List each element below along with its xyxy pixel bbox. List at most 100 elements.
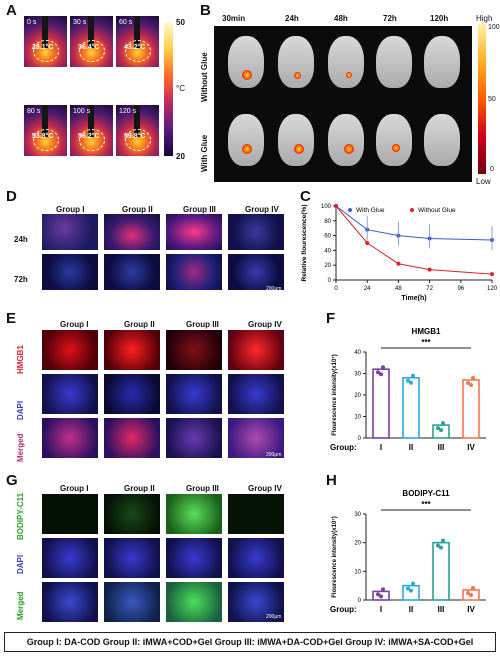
- thermal-image: 30 s 36.4°C: [70, 16, 113, 67]
- group-axis-label: Group:: [330, 605, 357, 614]
- data-point: [436, 426, 440, 431]
- temp-label: 36.4°C: [78, 44, 100, 51]
- micrograph: [104, 418, 160, 458]
- group-header: Group IV: [248, 484, 282, 493]
- thermal-image: 120 s 59.8°C: [116, 105, 159, 156]
- group-header: Group I: [56, 205, 85, 214]
- time-label: 100 s: [73, 108, 91, 115]
- data-point: [409, 588, 413, 593]
- group-header: Group IV: [248, 320, 282, 329]
- micrograph: [104, 494, 160, 534]
- x-tick-label: 48: [395, 286, 402, 292]
- y-tick-label: 30: [354, 512, 361, 518]
- group-header: Group II: [124, 484, 155, 493]
- row-label-bodipy: BODIPY-C11: [16, 492, 25, 540]
- y-tick-label: 30: [354, 372, 361, 378]
- legend-marker: [410, 208, 414, 212]
- x-tick-label: 120: [487, 286, 498, 292]
- micrograph: [228, 582, 284, 622]
- bar: [432, 424, 450, 439]
- row-label-hmgb1: HMGB1: [16, 345, 25, 374]
- scalebar: 200μm: [266, 286, 282, 292]
- colorbar-high: High: [476, 14, 493, 23]
- category-label: II: [409, 605, 413, 614]
- mouse-image: [416, 108, 468, 168]
- data-point: [406, 586, 410, 591]
- micrograph: [104, 374, 160, 414]
- y-tick-label: 40: [354, 350, 361, 356]
- colorbar-tick: 0: [490, 166, 494, 173]
- data-point: [396, 261, 401, 266]
- bar: [402, 376, 420, 439]
- y-tick-label: 10: [354, 415, 361, 421]
- row-label: 72h: [14, 275, 28, 284]
- time-header: 30min: [222, 14, 246, 23]
- significance-marker: ***: [421, 500, 431, 509]
- temperature-colorbar: [164, 22, 173, 156]
- category-label: III: [438, 605, 445, 614]
- data-point: [466, 590, 470, 595]
- y-tick-label: 20: [354, 393, 361, 399]
- data-point: [436, 543, 440, 548]
- x-tick-label: 24: [364, 286, 371, 292]
- row-label-dapi: DAPI: [16, 400, 25, 420]
- micrograph: [104, 330, 160, 370]
- data-point: [411, 373, 415, 378]
- colorbar-min: 20: [176, 152, 185, 161]
- y-axis-label: Relative flourescence(%): [301, 205, 308, 282]
- panel-label-b: B: [200, 2, 211, 19]
- data-point: [471, 585, 475, 590]
- micrograph: [42, 494, 98, 534]
- data-point: [466, 380, 470, 385]
- micrograph: [166, 418, 222, 458]
- mouse-image: [368, 30, 420, 90]
- x-tick-label: 72: [426, 286, 433, 292]
- category-label: III: [438, 443, 445, 452]
- micrograph: [166, 582, 222, 622]
- panel-label-a: A: [6, 2, 17, 19]
- chart-title: HMGB1: [412, 327, 441, 336]
- micrograph: [42, 330, 98, 370]
- data-point: [441, 421, 445, 426]
- x-axis-label: Time(h): [401, 295, 426, 302]
- data-point: [376, 370, 380, 375]
- micrograph: [42, 582, 98, 622]
- data-point: [381, 365, 385, 370]
- colorbar-unit: °C: [176, 84, 185, 93]
- time-label: 30 s: [73, 19, 87, 26]
- micrograph: [166, 538, 222, 578]
- bar: [432, 541, 450, 601]
- panel-c-chart: 0 20 40 60 80 100 0 24 48 72 96 120 Time(h) Relative …: [301, 204, 498, 302]
- group-header: Group III: [183, 205, 216, 214]
- mouse-image: [320, 30, 372, 90]
- data-point: [441, 538, 445, 543]
- data-point: [376, 592, 380, 597]
- data-point: [469, 382, 473, 387]
- time-header: 120h: [430, 14, 449, 23]
- row-label: 24h: [14, 235, 28, 244]
- group-header: Group II: [124, 320, 155, 329]
- x-tick-label: 96: [457, 286, 464, 292]
- panel-label-g: G: [6, 472, 18, 489]
- data-point: [490, 272, 494, 277]
- mouse-image: [320, 108, 372, 168]
- mouse-image: [368, 108, 420, 168]
- group-header: Group II: [122, 205, 153, 214]
- y-tick-label: 0: [358, 598, 362, 604]
- significance-marker: ***: [421, 338, 431, 347]
- row-label-merged: Merged: [16, 591, 25, 620]
- bar: [462, 379, 480, 439]
- category-label: IV: [467, 605, 475, 614]
- time-header: 72h: [383, 14, 397, 23]
- temp-label: 53.8°C: [32, 133, 54, 140]
- panel-h-chart: BODIPY-C11 0 10 20 30 Flourescence intensity(…: [330, 489, 486, 614]
- thermal-image: 60 s 43.2°C: [116, 16, 159, 67]
- micrograph: [228, 538, 284, 578]
- data-point: [379, 372, 383, 377]
- panel-label-f: F: [326, 310, 336, 327]
- y-tick-label: 0: [358, 436, 362, 442]
- micrograph: [42, 254, 98, 290]
- time-header: 24h: [285, 14, 299, 23]
- scalebar: 200μm: [266, 452, 282, 458]
- group-header: Group IV: [245, 205, 279, 214]
